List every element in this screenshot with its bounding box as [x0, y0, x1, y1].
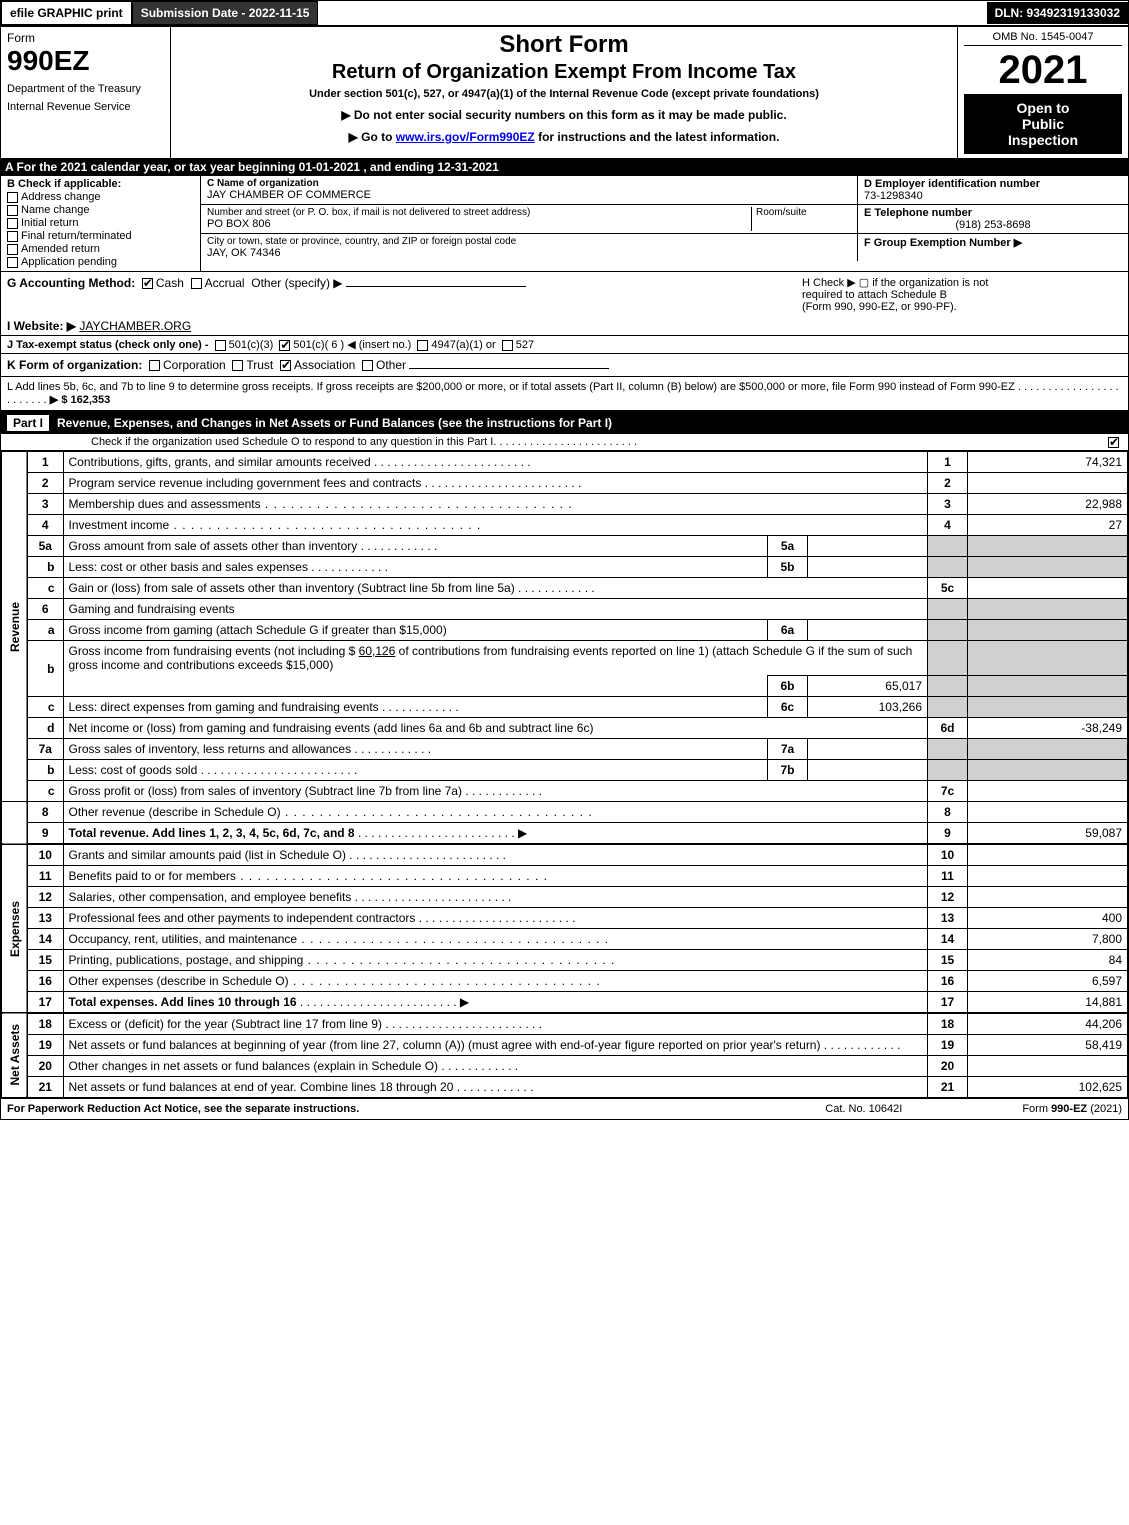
submission-date-badge: Submission Date - 2022-11-15 [132, 1, 319, 25]
org-name: JAY CHAMBER OF COMMERCE [207, 189, 851, 201]
e-phone-label: E Telephone number [864, 207, 1122, 219]
ein-value: 73-1298340 [864, 190, 1122, 202]
val-21: 102,625 [968, 1077, 1128, 1098]
row-l-gross-receipts: L Add lines 5b, 6c, and 7b to line 9 to … [1, 377, 1128, 412]
room-suite-label: Room/suite [756, 207, 851, 218]
val-line2 [968, 473, 1128, 494]
part1-sub: Check if the organization used Schedule … [1, 434, 1128, 451]
val-7a [808, 739, 928, 760]
f-group-exemption: F Group Exemption Number ▶ [864, 236, 1122, 249]
instr-goto: ▶ Go to www.irs.gov/Form990EZ for instru… [177, 130, 951, 144]
efile-print-button[interactable]: efile GRAPHIC print [1, 1, 132, 25]
irs-link[interactable]: www.irs.gov/Form990EZ [396, 130, 535, 144]
val-9: 59,087 [968, 823, 1128, 845]
chk-other-org[interactable] [362, 360, 373, 371]
val-7b [808, 760, 928, 781]
chk-corporation[interactable] [149, 360, 160, 371]
chk-cash[interactable] [142, 278, 153, 289]
form-number: 990EZ [7, 45, 164, 77]
side-revenue: Revenue [2, 452, 28, 802]
row-g-h: G Accounting Method: Cash Accrual Other … [1, 272, 1128, 317]
top-bar: efile GRAPHIC print Submission Date - 20… [1, 1, 1128, 25]
form-header: Form 990EZ Department of the Treasury In… [1, 25, 1128, 158]
val-17: 14,881 [968, 992, 1128, 1014]
dept-treasury: Department of the Treasury [7, 83, 164, 95]
h-line2: required to attach Schedule B [802, 289, 1122, 301]
chk-final-return[interactable]: Final return/terminated [7, 230, 194, 242]
irs-label: Internal Revenue Service [7, 101, 164, 113]
val-20 [968, 1056, 1128, 1077]
city-value: JAY, OK 74346 [207, 247, 851, 259]
part1-header: Part I Revenue, Expenses, and Changes in… [1, 412, 1128, 434]
val-6c: 103,266 [808, 697, 928, 718]
omb-number: OMB No. 1545-0047 [964, 31, 1122, 46]
val-10 [968, 844, 1128, 866]
street-value: PO BOX 806 [207, 218, 751, 230]
instr-ssn: ▶ Do not enter social security numbers o… [177, 108, 951, 122]
section-b-checkboxes: B Check if applicable: Address change Na… [1, 176, 201, 271]
section-a-taxyear: A For the 2021 calendar year, or tax yea… [1, 158, 1128, 176]
val-5b [808, 557, 928, 578]
val-line3: 22,988 [968, 494, 1128, 515]
tax-year: 2021 [964, 50, 1122, 90]
val-16: 6,597 [968, 971, 1128, 992]
subtitle-section: Under section 501(c), 527, or 4947(a)(1)… [177, 88, 951, 100]
chk-amended-return[interactable]: Amended return [7, 243, 194, 255]
c-city-label: City or town, state or province, country… [207, 236, 851, 247]
chk-application-pending[interactable]: Application pending [7, 256, 194, 268]
row-j-tax-status: J Tax-exempt status (check only one) - 5… [1, 336, 1128, 354]
val-5c [968, 578, 1128, 599]
row-k-form-org: K Form of organization: Corporation Trus… [1, 354, 1128, 377]
chk-address-change[interactable]: Address change [7, 191, 194, 203]
website-value[interactable]: JAYCHAMBER.ORG [79, 319, 191, 333]
row-i-website: I Website: ▶ JAYCHAMBER.ORG [1, 317, 1128, 336]
val-11 [968, 866, 1128, 887]
form-word: Form [7, 31, 164, 45]
val-line4: 27 [968, 515, 1128, 536]
val-6b: 65,017 [808, 676, 928, 697]
d-ein-label: D Employer identification number [864, 178, 1122, 190]
chk-association[interactable] [280, 360, 291, 371]
part1-table: Revenue 1 Contributions, gifts, grants, … [1, 451, 1128, 1098]
val-19: 58,419 [968, 1035, 1128, 1056]
val-6a [808, 620, 928, 641]
chk-501c[interactable] [279, 340, 290, 351]
title-return: Return of Organization Exempt From Incom… [177, 61, 951, 84]
phone-value: (918) 253-8698 [864, 219, 1122, 231]
val-8 [968, 802, 1128, 823]
title-short-form: Short Form [177, 31, 951, 59]
chk-trust[interactable] [232, 360, 243, 371]
c-name-label: C Name of organization [207, 178, 851, 189]
chk-527[interactable] [502, 340, 513, 351]
open-public-badge: Open to Public Inspection [964, 94, 1122, 154]
val-14: 7,800 [968, 929, 1128, 950]
val-7c [968, 781, 1128, 802]
chk-schedule-o[interactable] [1108, 437, 1119, 448]
dln-label: DLN: 93492319133032 [987, 2, 1128, 24]
side-expenses: Expenses [2, 844, 28, 1013]
h-line1: H Check ▶ ▢ if the organization is not [802, 276, 1122, 289]
side-net-assets: Net Assets [2, 1013, 28, 1098]
val-6d: -38,249 [968, 718, 1128, 739]
chk-501c3[interactable] [215, 340, 226, 351]
val-18: 44,206 [968, 1013, 1128, 1035]
val-15: 84 [968, 950, 1128, 971]
val-13: 400 [968, 908, 1128, 929]
val-12 [968, 887, 1128, 908]
chk-initial-return[interactable]: Initial return [7, 217, 194, 229]
page-footer: For Paperwork Reduction Act Notice, see … [1, 1098, 1128, 1119]
val-5a [808, 536, 928, 557]
h-line3: (Form 990, 990-EZ, or 990-PF). [802, 301, 1122, 313]
chk-4947[interactable] [417, 340, 428, 351]
val-line1: 74,321 [968, 452, 1128, 473]
chk-name-change[interactable]: Name change [7, 204, 194, 216]
chk-accrual[interactable] [191, 278, 202, 289]
c-street-label: Number and street (or P. O. box, if mail… [207, 207, 751, 218]
